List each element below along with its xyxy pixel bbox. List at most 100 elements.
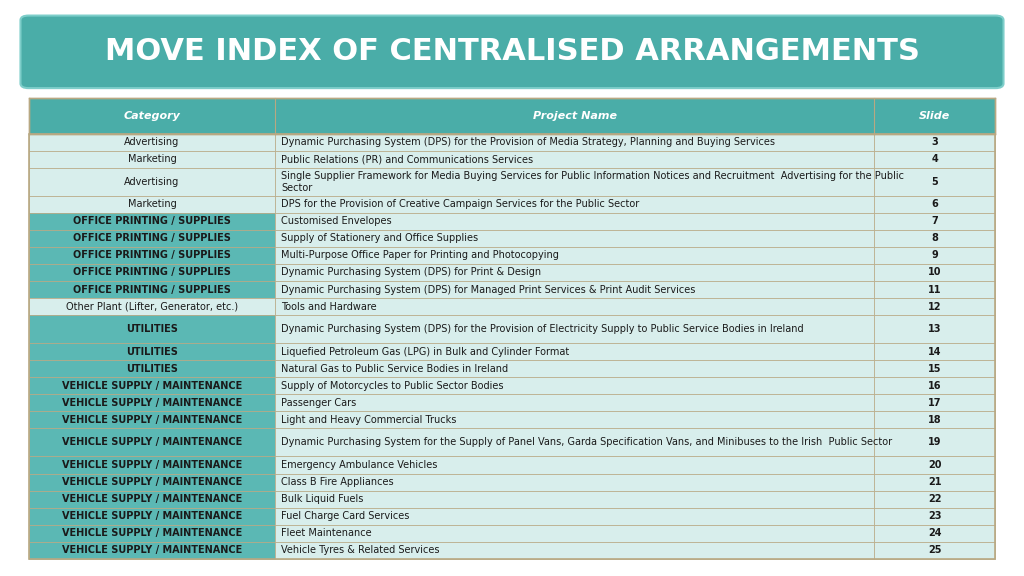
FancyBboxPatch shape (874, 343, 995, 360)
FancyBboxPatch shape (275, 151, 874, 168)
Text: OFFICE PRINTING / SUPPLIES: OFFICE PRINTING / SUPPLIES (73, 233, 230, 244)
FancyBboxPatch shape (275, 281, 874, 298)
Text: VEHICLE SUPPLY / MAINTENANCE: VEHICLE SUPPLY / MAINTENANCE (61, 437, 242, 448)
Text: 24: 24 (928, 528, 942, 538)
Text: OFFICE PRINTING / SUPPLIES: OFFICE PRINTING / SUPPLIES (73, 251, 230, 260)
Text: 17: 17 (928, 398, 942, 408)
Text: 19: 19 (928, 437, 942, 448)
Text: 23: 23 (928, 511, 942, 521)
FancyBboxPatch shape (275, 429, 874, 457)
Text: Natural Gas to Public Service Bodies in Ireland: Natural Gas to Public Service Bodies in … (282, 364, 509, 374)
FancyBboxPatch shape (29, 491, 275, 507)
FancyBboxPatch shape (29, 457, 275, 473)
FancyBboxPatch shape (874, 281, 995, 298)
Text: Dynamic Purchasing System for the Supply of Panel Vans, Garda Specification Vans: Dynamic Purchasing System for the Supply… (282, 437, 893, 448)
FancyBboxPatch shape (874, 541, 995, 559)
Text: OFFICE PRINTING / SUPPLIES: OFFICE PRINTING / SUPPLIES (73, 267, 230, 278)
FancyBboxPatch shape (275, 541, 874, 559)
Text: Slide: Slide (920, 111, 950, 121)
Text: 3: 3 (932, 137, 938, 147)
FancyBboxPatch shape (29, 281, 275, 298)
Text: Marketing: Marketing (128, 199, 176, 209)
Text: VEHICLE SUPPLY / MAINTENANCE: VEHICLE SUPPLY / MAINTENANCE (61, 511, 242, 521)
FancyBboxPatch shape (275, 525, 874, 541)
FancyBboxPatch shape (874, 264, 995, 281)
FancyBboxPatch shape (29, 343, 275, 360)
FancyBboxPatch shape (874, 507, 995, 525)
Text: 7: 7 (932, 217, 938, 226)
FancyBboxPatch shape (29, 168, 275, 196)
Text: 20: 20 (928, 460, 942, 470)
Text: 11: 11 (928, 285, 942, 294)
Text: VEHICLE SUPPLY / MAINTENANCE: VEHICLE SUPPLY / MAINTENANCE (61, 381, 242, 391)
Text: Other Plant (Lifter, Generator, etc.): Other Plant (Lifter, Generator, etc.) (66, 302, 238, 312)
Text: MOVE INDEX OF CENTRALISED ARRANGEMENTS: MOVE INDEX OF CENTRALISED ARRANGEMENTS (104, 37, 920, 66)
FancyBboxPatch shape (874, 377, 995, 395)
Text: VEHICLE SUPPLY / MAINTENANCE: VEHICLE SUPPLY / MAINTENANCE (61, 460, 242, 470)
Text: 5: 5 (932, 177, 938, 187)
Text: 6: 6 (932, 199, 938, 209)
FancyBboxPatch shape (29, 473, 275, 491)
Text: 4: 4 (932, 154, 938, 164)
FancyBboxPatch shape (275, 196, 874, 213)
FancyBboxPatch shape (275, 168, 874, 196)
FancyBboxPatch shape (275, 360, 874, 377)
FancyBboxPatch shape (874, 411, 995, 429)
Text: DPS for the Provision of Creative Campaign Services for the Public Sector: DPS for the Provision of Creative Campai… (282, 199, 640, 209)
FancyBboxPatch shape (275, 507, 874, 525)
Text: Class B Fire Appliances: Class B Fire Appliances (282, 477, 394, 487)
FancyBboxPatch shape (874, 134, 995, 151)
FancyBboxPatch shape (29, 315, 275, 343)
FancyBboxPatch shape (275, 230, 874, 247)
Text: Fuel Charge Card Services: Fuel Charge Card Services (282, 511, 410, 521)
Text: Bulk Liquid Fuels: Bulk Liquid Fuels (282, 494, 364, 504)
Text: 9: 9 (932, 251, 938, 260)
Text: 21: 21 (928, 477, 942, 487)
Text: OFFICE PRINTING / SUPPLIES: OFFICE PRINTING / SUPPLIES (73, 217, 230, 226)
Text: Vehicle Tyres & Related Services: Vehicle Tyres & Related Services (282, 545, 440, 555)
Text: Supply of Motorcycles to Public Sector Bodies: Supply of Motorcycles to Public Sector B… (282, 381, 504, 391)
Text: Liquefied Petroleum Gas (LPG) in Bulk and Cylinder Format: Liquefied Petroleum Gas (LPG) in Bulk an… (282, 347, 569, 357)
FancyBboxPatch shape (29, 196, 275, 213)
FancyBboxPatch shape (29, 395, 275, 411)
FancyBboxPatch shape (275, 315, 874, 343)
FancyBboxPatch shape (874, 473, 995, 491)
FancyBboxPatch shape (275, 134, 874, 151)
FancyBboxPatch shape (29, 377, 275, 395)
Text: 22: 22 (928, 494, 942, 504)
Text: Customised Envelopes: Customised Envelopes (282, 217, 392, 226)
Text: VEHICLE SUPPLY / MAINTENANCE: VEHICLE SUPPLY / MAINTENANCE (61, 398, 242, 408)
FancyBboxPatch shape (29, 429, 275, 457)
Text: 14: 14 (928, 347, 942, 357)
FancyBboxPatch shape (275, 264, 874, 281)
FancyBboxPatch shape (29, 247, 275, 264)
FancyBboxPatch shape (874, 230, 995, 247)
Text: Dynamic Purchasing System (DPS) for the Provision of Media Strategy, Planning an: Dynamic Purchasing System (DPS) for the … (282, 137, 775, 147)
Text: VEHICLE SUPPLY / MAINTENANCE: VEHICLE SUPPLY / MAINTENANCE (61, 528, 242, 538)
FancyBboxPatch shape (275, 213, 874, 230)
FancyBboxPatch shape (874, 168, 995, 196)
Text: 13: 13 (928, 324, 942, 334)
Text: 15: 15 (928, 364, 942, 374)
Text: 12: 12 (928, 302, 942, 312)
Text: Emergency Ambulance Vehicles: Emergency Ambulance Vehicles (282, 460, 437, 470)
FancyBboxPatch shape (275, 473, 874, 491)
FancyBboxPatch shape (874, 360, 995, 377)
Text: Marketing: Marketing (128, 154, 176, 164)
FancyBboxPatch shape (275, 411, 874, 429)
FancyBboxPatch shape (29, 230, 275, 247)
Text: Public Relations (PR) and Communications Services: Public Relations (PR) and Communications… (282, 154, 534, 164)
FancyBboxPatch shape (29, 360, 275, 377)
FancyBboxPatch shape (874, 315, 995, 343)
Text: 10: 10 (928, 267, 942, 278)
FancyBboxPatch shape (29, 411, 275, 429)
FancyBboxPatch shape (874, 196, 995, 213)
FancyBboxPatch shape (29, 298, 275, 315)
Text: Supply of Stationery and Office Supplies: Supply of Stationery and Office Supplies (282, 233, 478, 244)
Text: Category: Category (124, 111, 180, 121)
Text: UTILITIES: UTILITIES (126, 364, 178, 374)
FancyBboxPatch shape (874, 429, 995, 457)
Text: Tools and Hardware: Tools and Hardware (282, 302, 377, 312)
FancyBboxPatch shape (275, 377, 874, 395)
Text: Project Name: Project Name (532, 111, 616, 121)
